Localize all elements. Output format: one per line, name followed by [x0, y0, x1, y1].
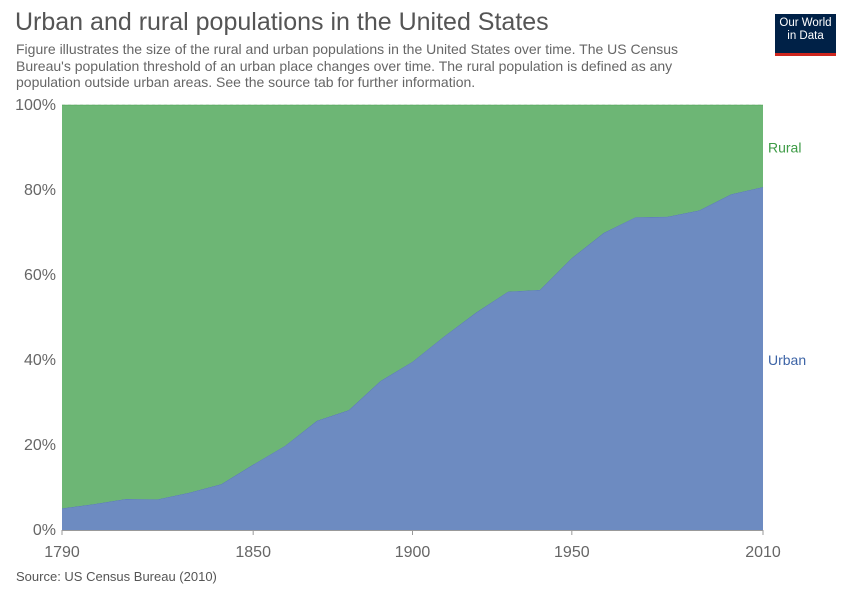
y-axis-ticks: 0% 20% 40% 60% 80% 100%: [15, 97, 56, 539]
y-tick-label: 80%: [24, 182, 56, 199]
y-tick-label: 100%: [15, 97, 56, 114]
x-tick-label: 1850: [235, 544, 271, 561]
y-tick-label: 20%: [24, 437, 56, 454]
y-tick-label: 0%: [33, 522, 56, 539]
chart-subtitle: Figure illustrates the size of the rural…: [16, 41, 678, 90]
urban-series-label: Urban: [768, 352, 806, 368]
x-tick-label: 1900: [395, 544, 431, 561]
our-world-in-data-logo[interactable]: Our World in Data: [775, 14, 836, 56]
x-tick-label: 1790: [44, 544, 80, 561]
urban-area[interactable]: [62, 187, 763, 530]
area-series: [61, 104, 764, 530]
y-tick-label: 40%: [24, 352, 56, 369]
source-note[interactable]: Source: US Census Bureau (2010): [16, 569, 217, 584]
chart-title: Urban and rural populations in the Unite…: [15, 8, 549, 36]
series-labels: Urban Rural: [768, 140, 806, 369]
x-axis-ticks: 1790 1850 1900 1950 2010: [44, 530, 781, 561]
rural-series-label: Rural: [768, 140, 801, 156]
rural-area[interactable]: [62, 105, 763, 509]
y-tick-label: 60%: [24, 267, 56, 284]
x-tick-label: 1950: [554, 544, 590, 561]
x-tick-label: 2010: [745, 544, 781, 561]
logo-line-2: in Data: [787, 30, 824, 42]
logo-line-1: Our World: [779, 17, 832, 29]
